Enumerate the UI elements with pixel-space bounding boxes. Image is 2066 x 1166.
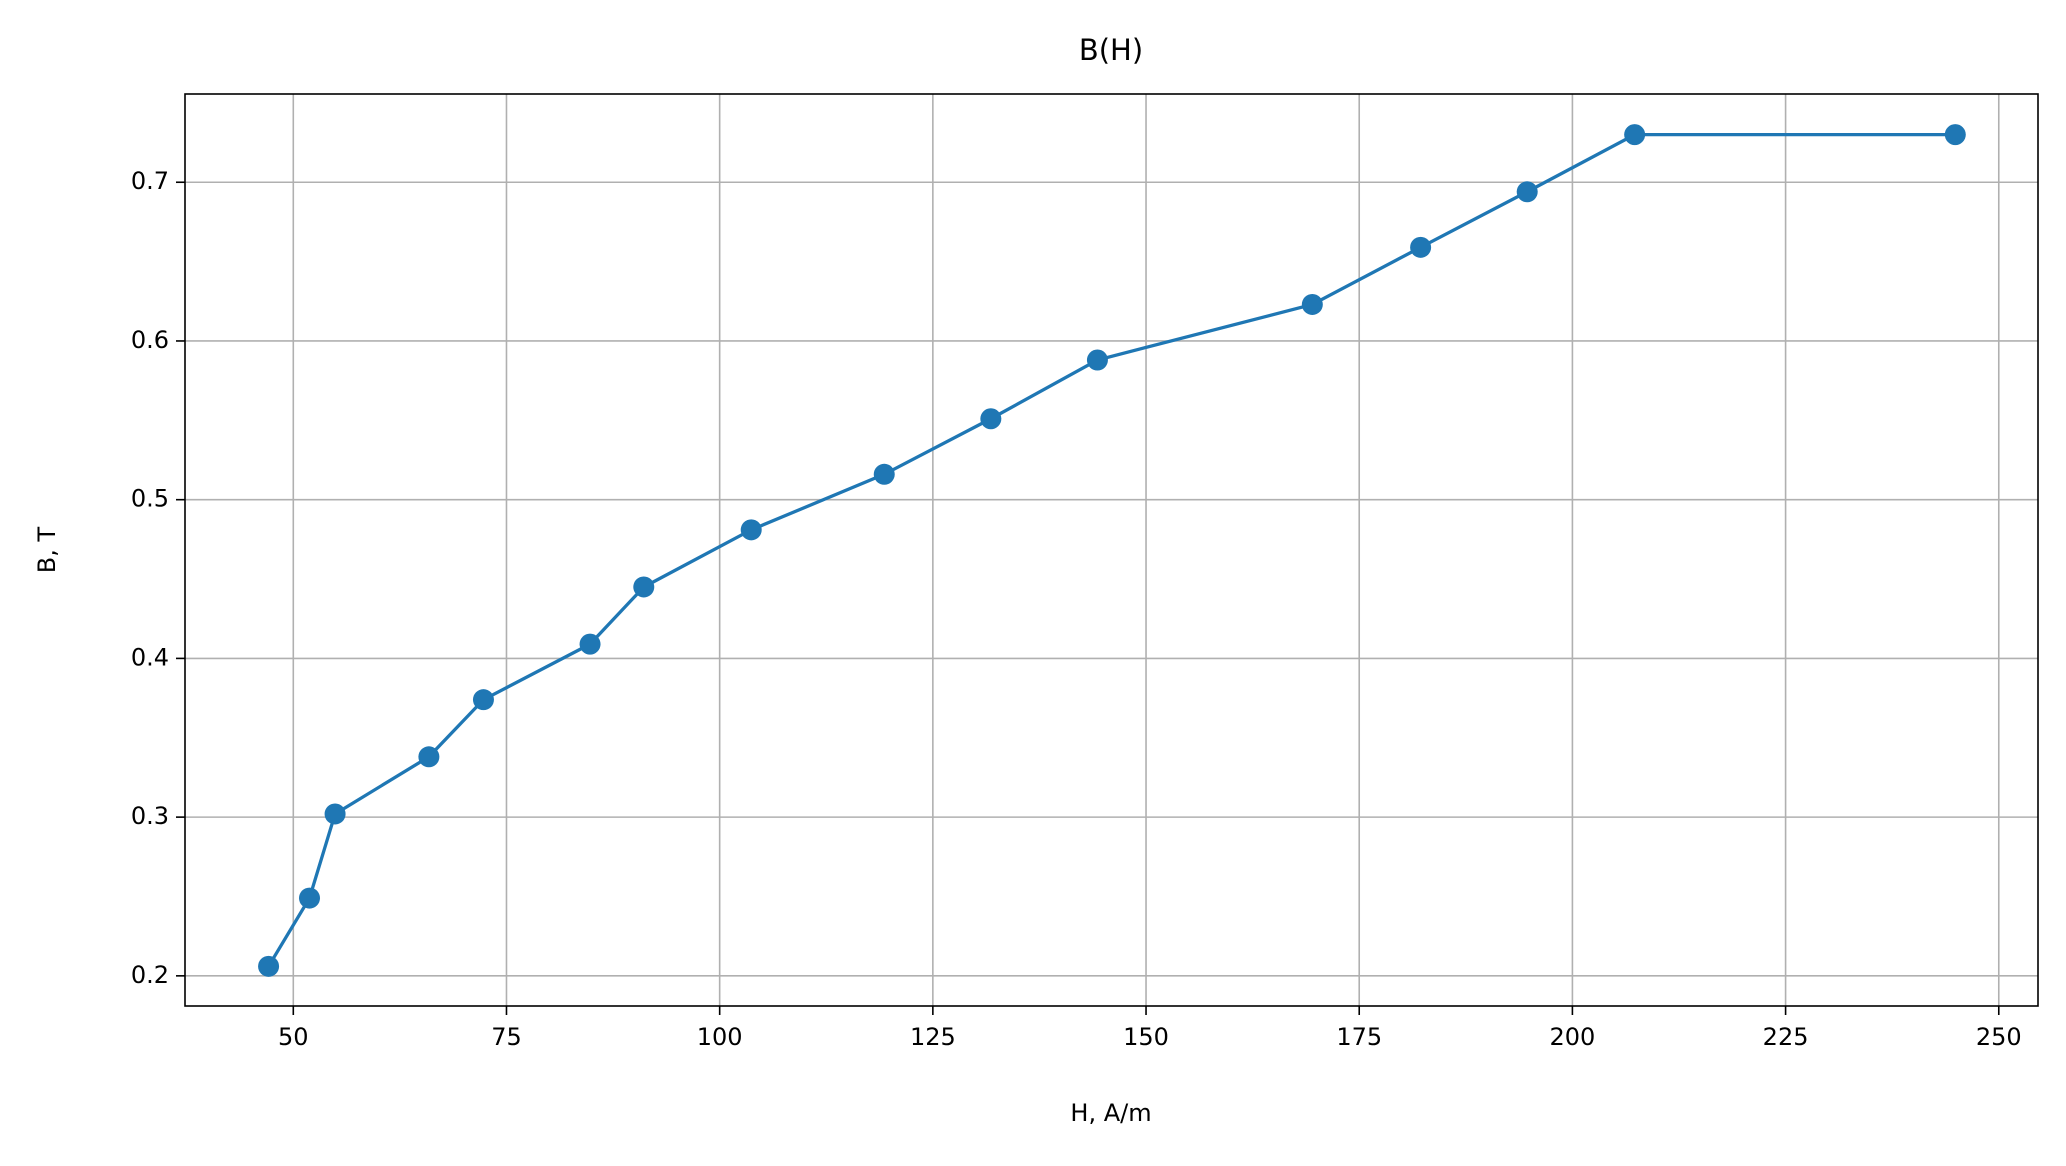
data-point (873, 463, 895, 485)
data-point (298, 887, 320, 909)
data-point (740, 519, 762, 541)
y-tick-label: 0.7 (131, 167, 169, 195)
data-point (1086, 349, 1108, 371)
data-point (418, 746, 440, 768)
data-line (267, 132, 1956, 968)
x-tick-label: 50 (278, 1023, 309, 1051)
y-tick-label: 0.4 (131, 643, 169, 671)
data-point (1410, 236, 1432, 258)
y-tick-label: 0.6 (131, 326, 169, 354)
data-point (324, 803, 346, 825)
data-point (1516, 181, 1538, 203)
x-tick-label: 175 (1336, 1023, 1382, 1051)
y-tick-label: 0.3 (131, 802, 169, 830)
data-point (258, 955, 280, 977)
y-axis-label: B, T (33, 526, 61, 573)
data-point (1944, 124, 1966, 146)
data-point (633, 576, 655, 598)
x-tick-label: 150 (1123, 1023, 1169, 1051)
x-tick-label: 125 (910, 1023, 956, 1051)
y-tick-label: 0.5 (131, 485, 169, 513)
x-tick-label: 200 (1549, 1023, 1595, 1051)
chart-title: B(H) (1079, 33, 1143, 67)
x-tick-label: 75 (491, 1023, 522, 1051)
data-point (980, 408, 1002, 430)
plot-frame (184, 93, 2039, 1007)
data-point (579, 633, 601, 655)
x-tick-label: 100 (697, 1023, 743, 1051)
data-point (1301, 293, 1323, 315)
data-point (472, 689, 494, 711)
data-point (1624, 124, 1646, 146)
x-axis-label: H, A/m (1070, 1099, 1151, 1127)
x-tick-label: 225 (1763, 1023, 1809, 1051)
y-tick-label: 0.2 (131, 961, 169, 989)
x-tick-label: 250 (1976, 1023, 2022, 1051)
